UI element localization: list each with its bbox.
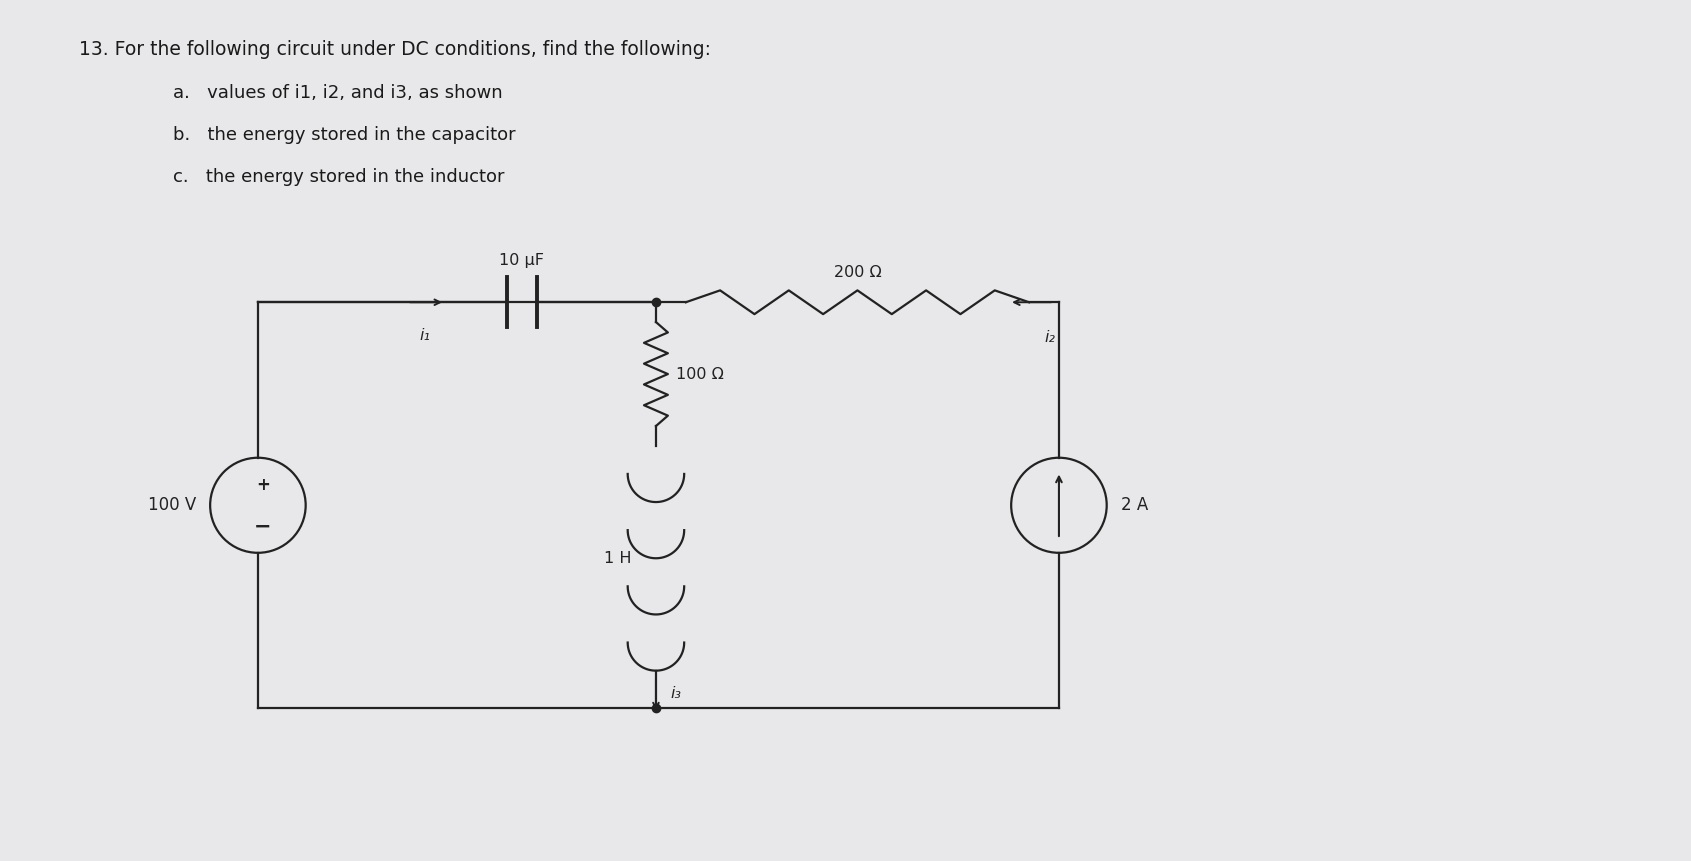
Text: b.   the energy stored in the capacitor: b. the energy stored in the capacitor	[174, 126, 516, 144]
Text: +: +	[255, 476, 271, 494]
Text: 2 A: 2 A	[1121, 496, 1148, 514]
Text: 100 V: 100 V	[149, 496, 196, 514]
Text: i₂: i₂	[1043, 330, 1055, 345]
Text: c.   the energy stored in the inductor: c. the energy stored in the inductor	[174, 168, 506, 186]
Text: i₁: i₁	[419, 328, 431, 343]
Text: −: −	[254, 517, 272, 537]
Text: a.   values of i1, i2, and i3, as shown: a. values of i1, i2, and i3, as shown	[174, 84, 502, 102]
Text: 200 Ω: 200 Ω	[834, 265, 881, 281]
Text: 13. For the following circuit under DC conditions, find the following:: 13. For the following circuit under DC c…	[79, 40, 710, 59]
Text: 1 H: 1 H	[604, 551, 631, 566]
Text: 100 Ω: 100 Ω	[676, 367, 724, 381]
Text: 10 μF: 10 μF	[499, 252, 545, 268]
Text: i₃: i₃	[671, 686, 681, 701]
